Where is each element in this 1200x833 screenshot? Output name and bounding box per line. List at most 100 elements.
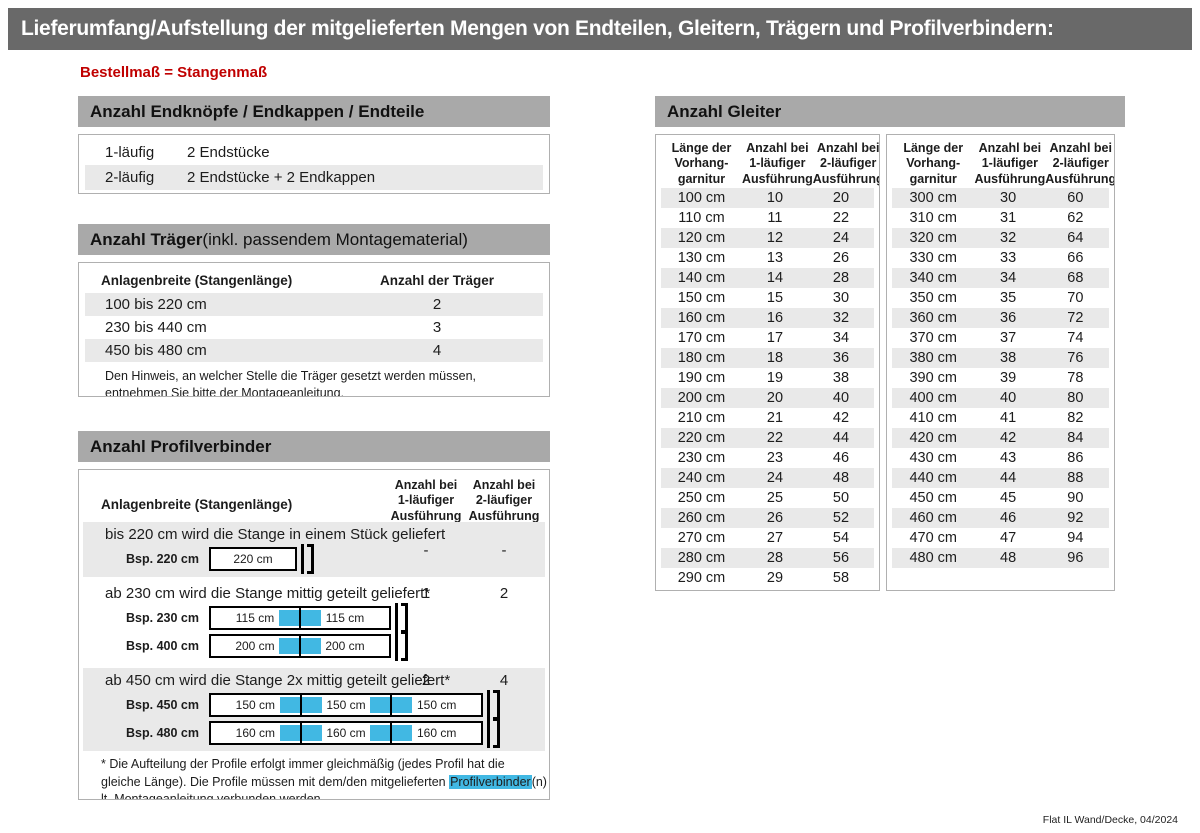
gleiter-left-rows: 100 cm 10 20 110 cm 11 22 120 cm 12 24 130 cm 13 26…: [661, 188, 874, 588]
gleiter-table-header: Länge der Vorhang- garnitur Anzahl bei 1…: [661, 138, 879, 188]
anlagenbreite-value: 100 bis 220 cm: [105, 296, 207, 313]
laenge-value: 260 cm: [677, 510, 726, 526]
gleiter-table-header: Länge der Vorhang- garnitur Anzahl bei 1…: [892, 138, 1114, 188]
traeger-row: 450 bis 480 cm 4: [85, 339, 543, 362]
col-header-1laeufig: Anzahl bei 1-läufiger Ausführung: [974, 141, 1046, 186]
anzahl-2laeufig-value: 32: [832, 310, 850, 326]
document-reference: Flat IL Wand/Decke, 04/2024: [1042, 814, 1178, 826]
gleiter-right-rows: 300 cm 30 60 310 cm 31 62 320 cm 32 64 330 cm 33 66…: [892, 188, 1109, 568]
block-description: ab 230 cm wird die Stange mittig geteilt…: [105, 585, 431, 602]
end-bracket-icon: [395, 631, 408, 661]
anzahl-1laeufig-value: 14: [766, 270, 784, 286]
gleiter-row: 130 cm 13 26: [661, 248, 874, 268]
rod-example: Bsp. 480 cm 160 cm 160 cm 160 cm: [83, 718, 545, 748]
anzahl-2laeufig-value: 20: [832, 190, 850, 206]
traeger-rows: 100 bis 220 cm 2 230 bis 440 cm 3 450 bis 48…: [85, 293, 543, 362]
anzahl-2laeufig-value: 28: [832, 270, 850, 286]
segment-length-label: 115 cm: [235, 611, 275, 625]
laenge-value: 100 cm: [677, 190, 726, 206]
profile-split-line: [370, 721, 413, 745]
gleiter-row: 380 cm 38 76: [892, 348, 1109, 368]
gleiter-row: 480 cm 48 96: [892, 548, 1109, 568]
anzahl-2laeufig-value: 50: [832, 490, 850, 506]
anzahl-1laeufig-value: 12: [766, 230, 784, 246]
endteile-value: 2 Endstücke + 2 Endkappen: [187, 169, 376, 186]
col-header-2laeufig: Anzahl bei 2-läufiger Ausführung: [468, 478, 540, 523]
segment-length-label: 150 cm: [235, 698, 276, 712]
anzahl-1laeufig-value: 15: [766, 290, 784, 306]
gleiter-row: 340 cm 34 68: [892, 268, 1109, 288]
traeger-table: Anlagenbreite (Stangenlänge) Anzahl der …: [78, 262, 550, 397]
profile-split-line: [370, 693, 413, 717]
anzahl-2laeufig-value: 2: [499, 585, 509, 602]
anzahl-2laeufig-value: 34: [832, 330, 850, 346]
anzahl-1laeufig-value: 47: [1000, 530, 1017, 546]
gleiter-row: 390 cm 39 78: [892, 368, 1109, 388]
gleiter-row: 350 cm 35 70: [892, 288, 1109, 308]
endteile-table: 1-läufig 2 Endstücke 2-läufig 2 Endstücke +…: [78, 134, 550, 194]
gleiter-row: 420 cm 42 84: [892, 428, 1109, 448]
lauf-type-label: 1-läufig: [105, 144, 155, 161]
end-bracket-icon: [487, 718, 500, 748]
profilverbinder-connector-icon: [279, 697, 322, 713]
gleiter-table-left: Länge der Vorhang- garnitur Anzahl bei 1…: [655, 134, 880, 591]
gleiter-row: 360 cm 36 72: [892, 308, 1109, 328]
anzahl-1laeufig-value: 17: [766, 330, 784, 346]
profil-block: ab 230 cm wird die Stange mittig geteilt…: [83, 581, 545, 664]
laenge-value: 240 cm: [677, 470, 726, 486]
gleiter-row: 170 cm 17 34: [661, 328, 874, 348]
laenge-value: 170 cm: [677, 330, 726, 346]
footnote-highlight: Profilverbinder: [449, 774, 532, 789]
section-title-profilverbinder: Anzahl Profilverbinder: [90, 436, 272, 456]
anzahl-1laeufig-value: 40: [1000, 390, 1017, 406]
col-header-laenge: Länge der Vorhang- garnitur: [903, 141, 964, 186]
anzahl-2laeufig-value: 90: [1067, 490, 1084, 506]
endteile-row: 2-läufig 2 Endstücke + 2 Endkappen: [85, 165, 543, 190]
gleiter-row: 280 cm 28 56: [661, 548, 874, 568]
order-measure-note: Bestellmaß = Stangenmaß: [80, 64, 268, 81]
rod-example: Bsp. 450 cm 150 cm 150 cm 150 cm: [83, 690, 545, 720]
laenge-value: 310 cm: [909, 210, 957, 226]
traeger-count-value: 3: [432, 319, 442, 336]
anzahl-1laeufig-value: 36: [1000, 310, 1017, 326]
col-header-traeger-anzahl: Anzahl der Träger: [379, 272, 495, 288]
laenge-value: 200 cm: [677, 390, 726, 406]
laenge-value: 330 cm: [909, 250, 957, 266]
laenge-value: 350 cm: [909, 290, 957, 306]
gleiter-row: 230 cm 23 46: [661, 448, 874, 468]
anzahl-2laeufig-value: 74: [1067, 330, 1084, 346]
gleiter-row: 250 cm 25 50: [661, 488, 874, 508]
rod-diagram: 220 cm: [209, 547, 297, 571]
anzahl-2laeufig-value: 58: [832, 570, 850, 586]
profil-block: bis 220 cm wird die Stange in einem Stüc…: [83, 522, 545, 577]
anzahl-2laeufig-value: 22: [832, 210, 850, 226]
laenge-value: 400 cm: [909, 390, 957, 406]
anzahl-1laeufig-value: 37: [1000, 330, 1017, 346]
anzahl-2laeufig-value: 88: [1067, 470, 1084, 486]
profil-block: ab 450 cm wird die Stange 2x mittig gete…: [83, 668, 545, 751]
gleiter-row: 450 cm 45 90: [892, 488, 1109, 508]
end-bracket-icon: [395, 603, 408, 633]
anzahl-2laeufig-value: 24: [832, 230, 850, 246]
section-header-profilverbinder: Anzahl Profilverbinder: [78, 431, 550, 462]
rod-example: Bsp. 230 cm 115 cm 115 cm: [83, 603, 545, 633]
laenge-value: 480 cm: [909, 550, 957, 566]
laenge-value: 370 cm: [909, 330, 957, 346]
anzahl-2laeufig-value: 94: [1067, 530, 1084, 546]
anzahl-2laeufig-value: 4: [499, 672, 509, 689]
anzahl-2laeufig-value: 84: [1067, 430, 1084, 446]
gleiter-row: 290 cm 29 58: [661, 568, 874, 588]
anzahl-1laeufig-value: 34: [1000, 270, 1017, 286]
laenge-value: 220 cm: [677, 430, 726, 446]
end-bracket-icon: [487, 690, 500, 720]
laenge-value: 120 cm: [677, 230, 726, 246]
col-header-1laeufig: Anzahl bei 1-läufiger Ausführung: [741, 141, 813, 186]
laenge-value: 290 cm: [677, 570, 726, 586]
gleiter-row: 160 cm 16 32: [661, 308, 874, 328]
anzahl-2laeufig-value: 68: [1067, 270, 1084, 286]
gleiter-row: 430 cm 43 86: [892, 448, 1109, 468]
gleiter-row: 270 cm 27 54: [661, 528, 874, 548]
gleiter-row: 120 cm 12 24: [661, 228, 874, 248]
segment-length-label: 160 cm: [326, 726, 366, 740]
profil-blocks: bis 220 cm wird die Stange in einem Stüc…: [83, 522, 545, 751]
